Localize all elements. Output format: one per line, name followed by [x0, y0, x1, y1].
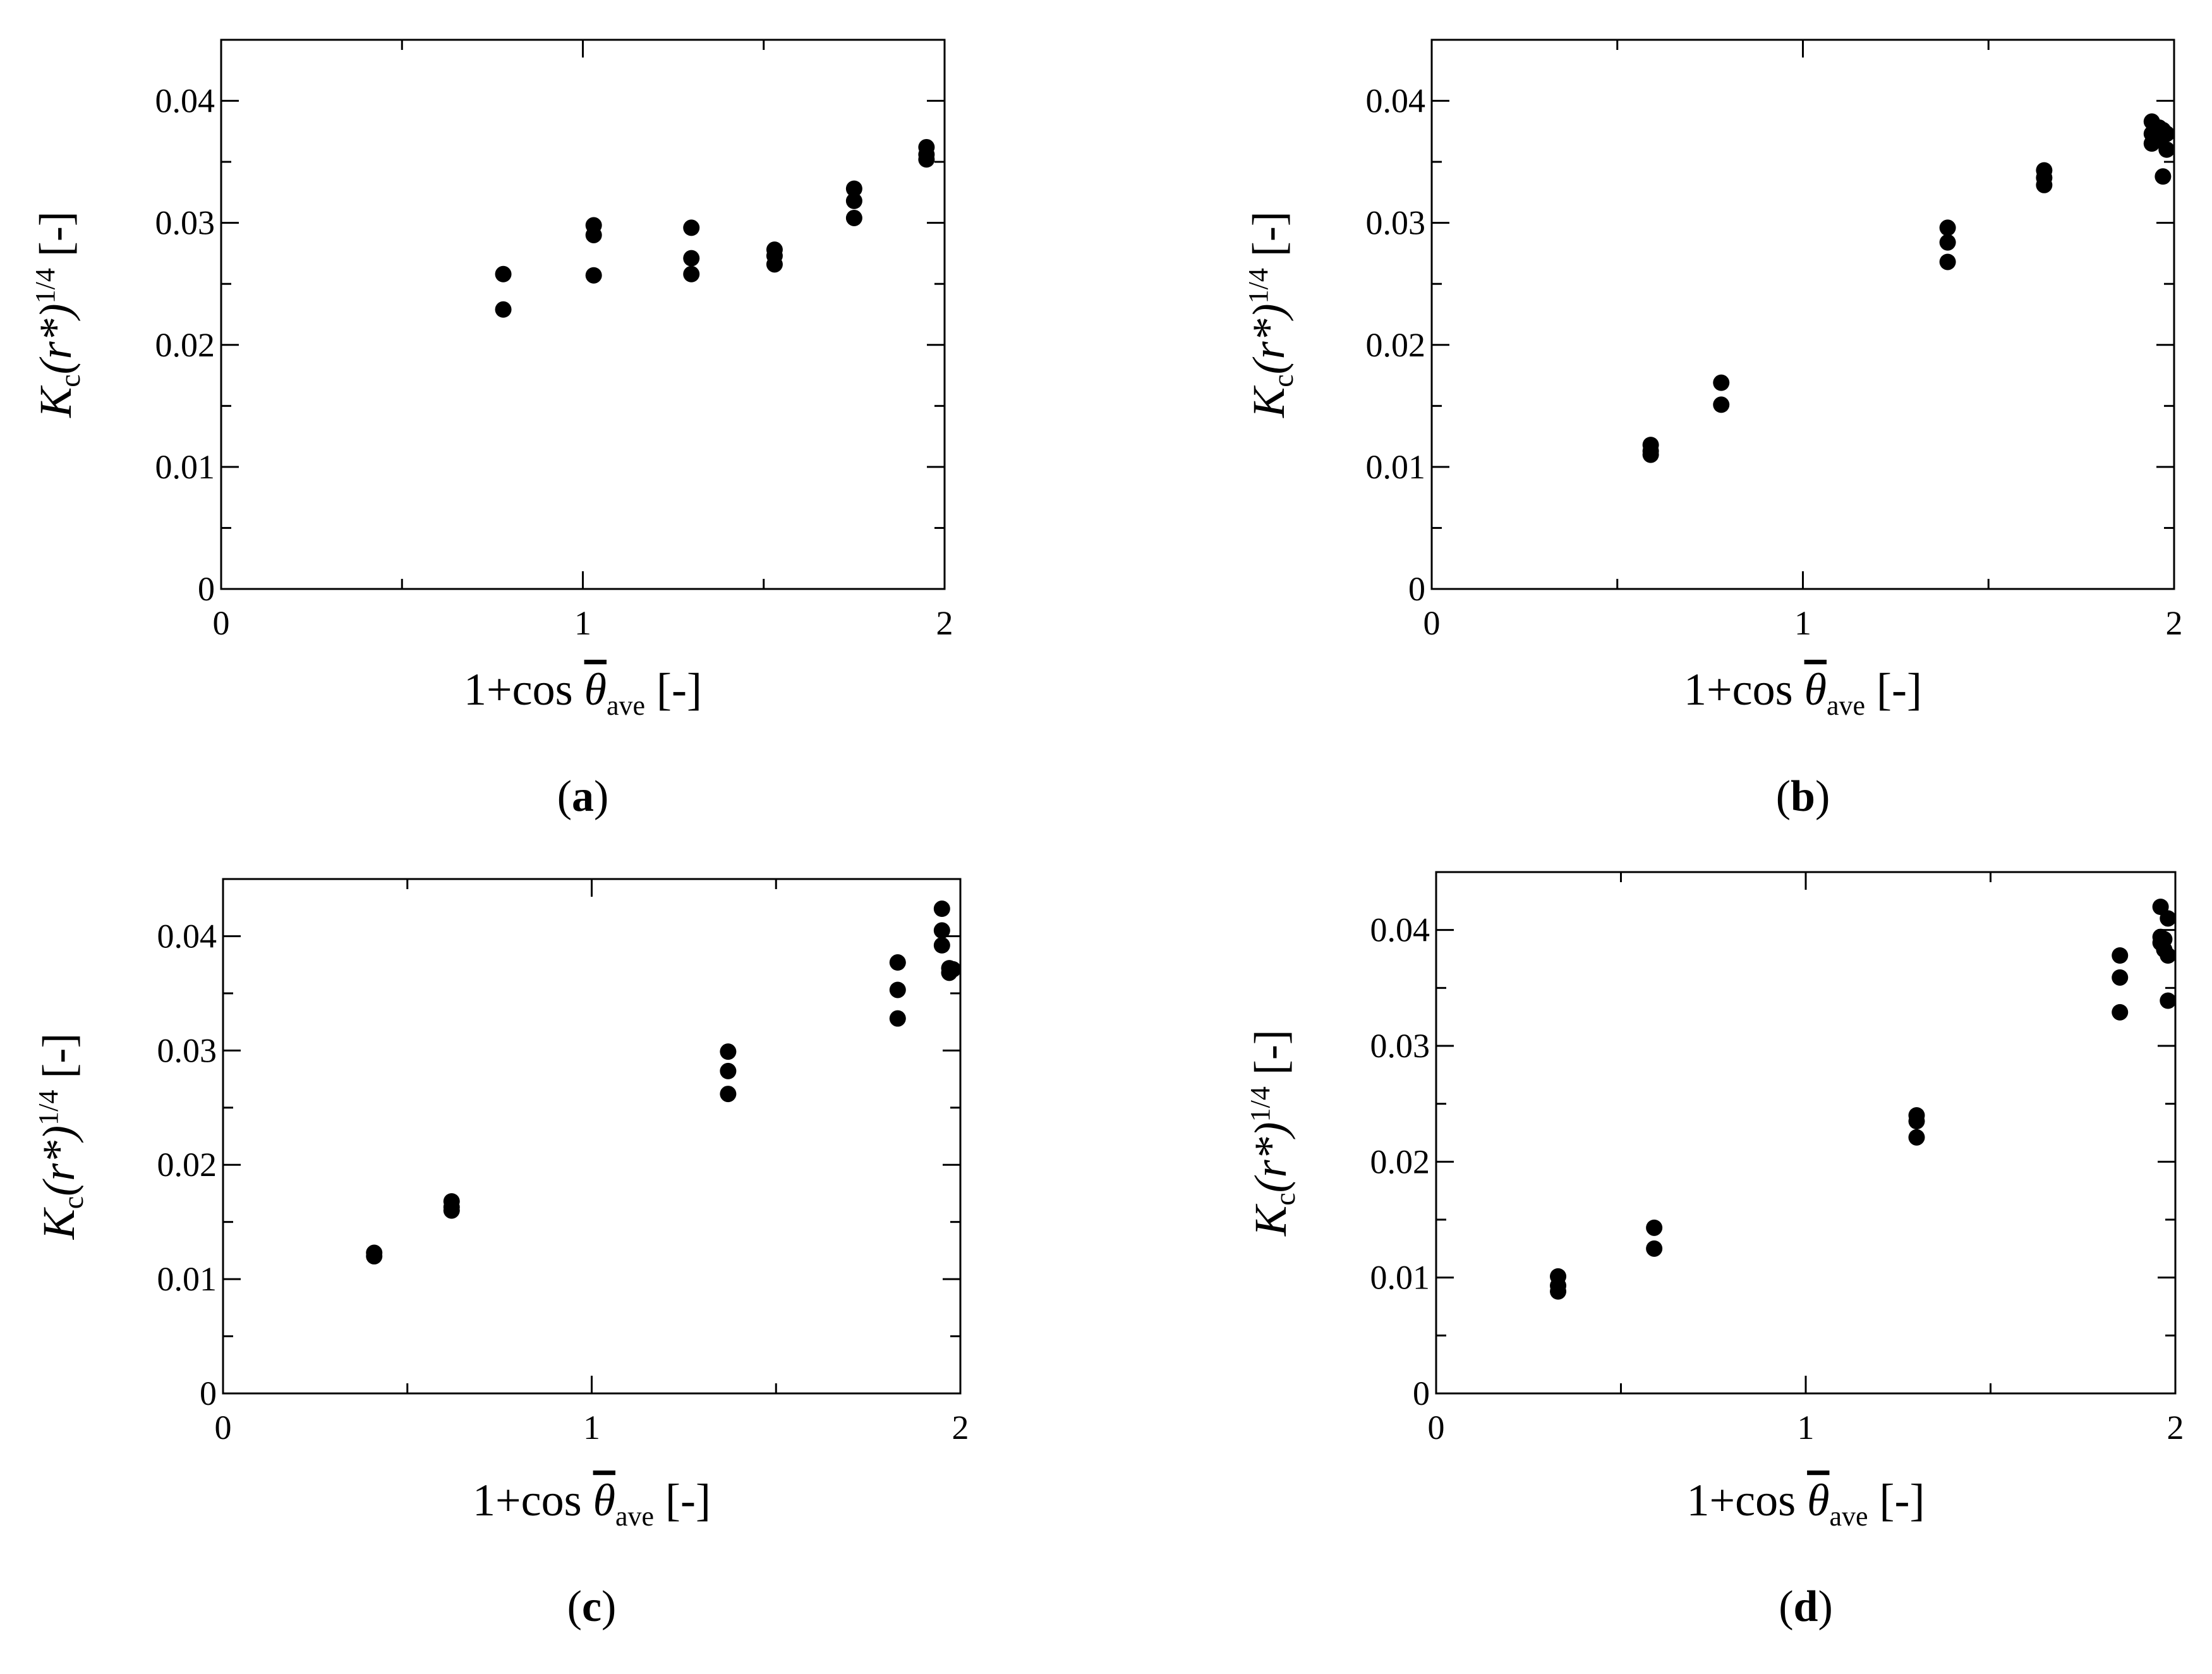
y-tick-label: 0.04	[155, 82, 215, 120]
panel-b: 0 1 2 0 0.01 0.02 0.03 0.04 1+cos θave [-] Kc(r*)…	[1243, 39, 2183, 821]
data-point	[495, 265, 512, 282]
y-tick-label: 0.02	[157, 1146, 217, 1184]
data-point	[2158, 125, 2175, 142]
data-point	[889, 981, 906, 998]
data-point	[2112, 969, 2129, 986]
y-tick-label: 0.02	[1366, 326, 1426, 364]
data-point	[1908, 1113, 1925, 1130]
data-point	[720, 1086, 737, 1103]
data-point	[845, 180, 862, 197]
data-point	[585, 267, 602, 284]
data-point	[683, 250, 700, 267]
data-point	[889, 954, 906, 971]
y-axis-title: Kc(r*)1/4 [-]	[30, 211, 86, 418]
data-point	[683, 265, 700, 282]
data-point	[933, 901, 950, 918]
data-point	[443, 1202, 460, 1219]
data-point	[845, 209, 862, 226]
data-point	[1939, 253, 1956, 270]
y-tick-label: 0	[198, 570, 215, 608]
data-point	[1646, 1240, 1663, 1257]
y-tick-label: 0	[1413, 1374, 1430, 1412]
plot-frame	[222, 878, 962, 1395]
x-tick-label: 1	[574, 604, 591, 642]
y-tick-label: 0.02	[1370, 1143, 1430, 1180]
panel-caption: (a)	[557, 772, 609, 821]
x-tick-label: 2	[2166, 604, 2183, 642]
x-tick-label: 1	[1798, 1409, 1815, 1447]
data-point	[1646, 1219, 1663, 1236]
data-point	[1939, 219, 1956, 236]
plot-frame	[1435, 871, 2177, 1395]
x-axis-title: 1+cos θave [-]	[464, 664, 702, 721]
panel-caption: (d)	[1779, 1582, 1833, 1631]
panel-caption: (b)	[1776, 772, 1830, 821]
y-tick-label: 0.04	[1370, 911, 1430, 949]
data-point	[2160, 947, 2177, 964]
x-axis-title: 1+cos θave [-]	[473, 1475, 711, 1532]
data-point	[766, 256, 783, 273]
y-axis-title: Kc(r*)1/4 [-]	[1243, 211, 1299, 418]
data-point	[2160, 910, 2177, 927]
data-point	[889, 1010, 906, 1027]
y-tick-label: 0.01	[1366, 448, 1426, 486]
y-tick-label: 0	[1408, 570, 1425, 608]
y-tick-label: 0.03	[1370, 1027, 1430, 1065]
data-point	[683, 219, 700, 236]
y-tick-label: 0.03	[157, 1031, 217, 1069]
x-tick-label: 2	[2167, 1409, 2184, 1447]
data-point	[2036, 176, 2053, 193]
plot-frame	[220, 39, 946, 590]
y-axis-title: Kc(r*)1/4 [-]	[33, 1033, 89, 1240]
y-axis-title: Kc(r*)1/4 [-]	[1245, 1029, 1301, 1237]
data-point	[366, 1247, 383, 1265]
y-tick-label: 0.03	[155, 204, 215, 242]
data-point	[933, 937, 950, 954]
data-point	[2158, 141, 2175, 158]
x-axis-title: 1+cos θave [-]	[1684, 664, 1922, 721]
y-tick-label: 0.01	[157, 1260, 217, 1298]
data-point	[720, 1043, 737, 1060]
y-tick-label: 0.01	[155, 448, 215, 486]
data-point	[2155, 168, 2172, 185]
data-point	[1550, 1283, 1567, 1300]
data-point	[2160, 992, 2177, 1009]
x-tick-label: 0	[1423, 604, 1441, 642]
data-point	[1908, 1129, 1925, 1146]
panel-d: 0 1 2 0 0.01 0.02 0.03 0.04 1+cos θave [-] Kc(r*)…	[1245, 871, 2184, 1631]
x-tick-label: 0	[1428, 1409, 1445, 1447]
x-tick-label: 2	[936, 604, 953, 642]
plot-frame	[1430, 39, 2175, 590]
y-tick-label: 0.03	[1366, 204, 1426, 242]
panel-c: 0 1 2 0 0.01 0.02 0.03 0.04 1+cos θave [-] Kc(r*)…	[33, 878, 969, 1631]
x-tick-label: 0	[213, 604, 230, 642]
x-tick-label: 2	[952, 1409, 969, 1447]
data-point	[933, 922, 950, 939]
data-point	[1642, 446, 1659, 463]
data-point	[845, 192, 862, 209]
data-point	[945, 961, 962, 978]
x-axis-title: 1+cos θave [-]	[1687, 1475, 1925, 1532]
x-tick-label: 1	[583, 1409, 600, 1447]
data-point	[2112, 1004, 2129, 1021]
y-tick-label: 0.01	[1370, 1259, 1430, 1297]
y-tick-label: 0.04	[1366, 82, 1426, 120]
x-tick-label: 0	[215, 1409, 232, 1447]
data-point	[1713, 374, 1730, 391]
y-tick-label: 0.04	[157, 917, 217, 955]
data-point	[2112, 947, 2129, 964]
x-tick-label: 1	[1794, 604, 1811, 642]
data-point	[720, 1062, 737, 1079]
data-point	[1939, 234, 1956, 251]
data-point	[1713, 396, 1730, 413]
panel-caption: (c)	[567, 1582, 617, 1631]
y-tick-label: 0.02	[155, 326, 215, 364]
y-tick-label: 0	[200, 1374, 217, 1412]
data-point	[495, 301, 512, 318]
data-point	[585, 226, 602, 243]
data-point	[918, 151, 935, 168]
panel-a: 0 1 2 0 0.01 0.02 0.03 0.04 1+cos θave [-] Kc(r*)…	[30, 39, 953, 821]
